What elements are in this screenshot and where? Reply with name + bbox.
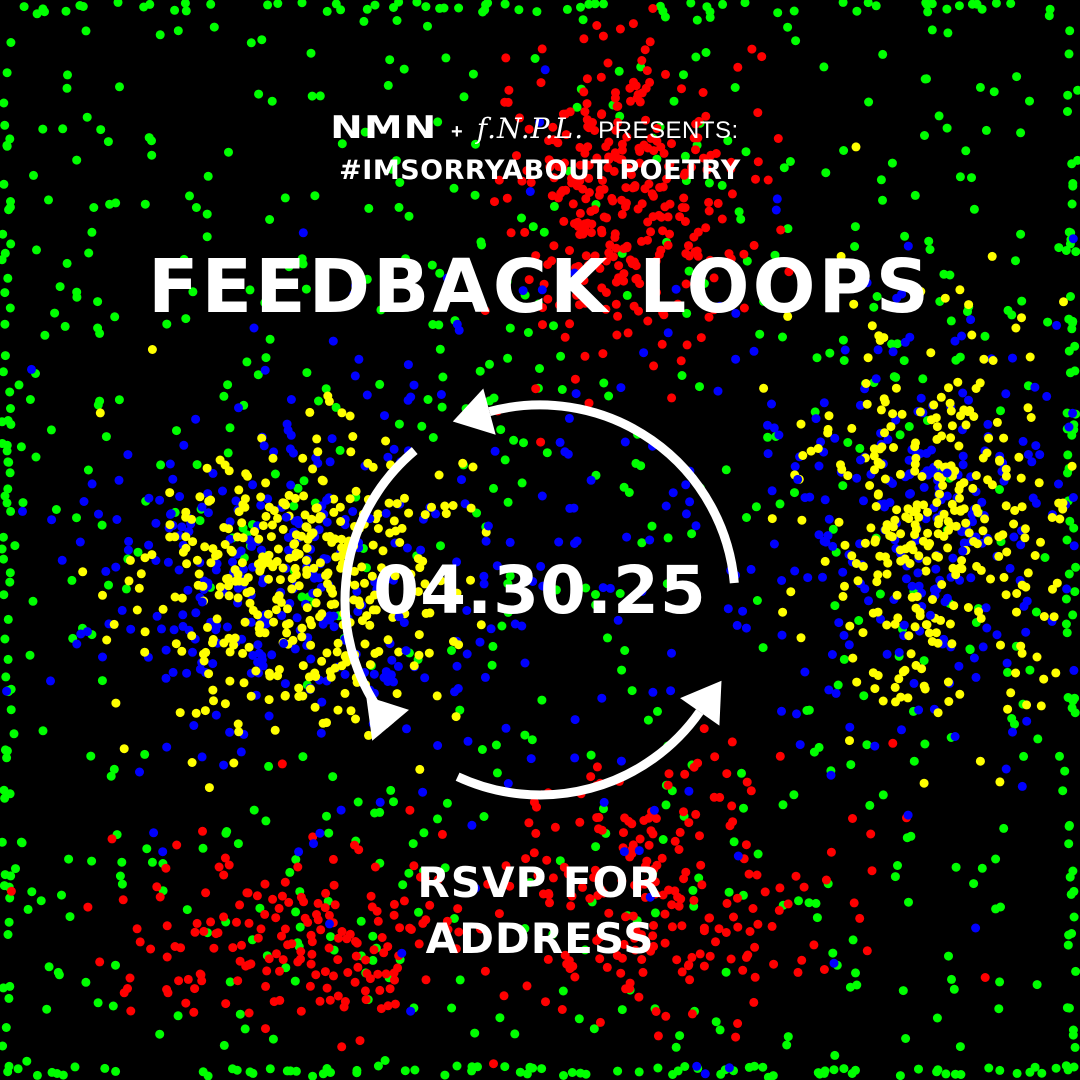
cycle-arrowhead-left [366, 696, 409, 741]
fnpl-logo: f.N.P.L. [476, 112, 585, 145]
cycle-arrowhead-top [452, 388, 496, 435]
plus-separator: + [451, 121, 463, 143]
rsvp-message: RSVP FOR ADDRESS [0, 855, 1080, 967]
cycle-arrowhead-right [680, 680, 722, 726]
event-title: FEEDBACK LOOPS [147, 244, 933, 330]
series-hashtag: #IMSORRYABOUT POETRY [339, 155, 741, 186]
cycle-arc-bottom [455, 709, 704, 800]
cycle-arc-top [488, 400, 739, 584]
rsvp-line-1: RSVP FOR [417, 858, 663, 907]
presenters-line: NMN + f.N.P.L. PRESENTS: [0, 110, 1080, 146]
cycle-arc-left [340, 447, 418, 729]
nmn-logo: NMN [330, 110, 438, 146]
presents-label: PRESENTS: [598, 117, 739, 144]
rsvp-line-2: ADDRESS [425, 914, 655, 963]
event-date: 04.30.25 [373, 552, 707, 629]
